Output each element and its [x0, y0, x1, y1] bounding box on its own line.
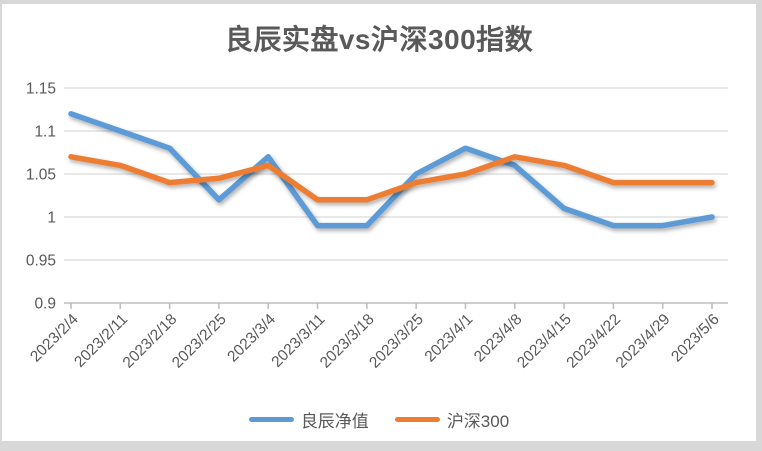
legend-item-series-2: 沪深300: [394, 407, 510, 432]
legend-item-series-1: 良辰净值: [248, 407, 369, 432]
chart-title: 良辰实盘vs沪深300指数: [224, 24, 534, 55]
legend: 良辰净值 沪深300: [2, 405, 756, 433]
y-axis-labels-group: 1.15 1.1 1.05 1 0.95 0.9: [26, 81, 56, 313]
y-axis-label: 1.1: [34, 124, 56, 141]
series-line-1: [68, 111, 715, 229]
series-lines-group: [68, 111, 715, 229]
legend-line-swatch-blue: [248, 416, 294, 422]
x-axis-label: 2023/3/25: [366, 311, 427, 372]
axes-group: [64, 302, 728, 309]
gridlines-group: [64, 87, 728, 261]
x-axis-label: 2023/2/25: [169, 311, 230, 372]
y-axis-label: 0.9: [34, 296, 56, 313]
y-axis-label: 1.15: [26, 81, 56, 98]
y-axis-label: 0.95: [26, 253, 56, 270]
chart-container: 良辰实盘vs沪深300指数 1.15 1.1 1.05 1 0.95 0.9 2023/2…: [2, 4, 756, 441]
y-axis-label: 1.05: [26, 167, 56, 184]
legend-line-swatch-orange: [394, 416, 440, 422]
x-axis-label: 2023/4/1: [422, 311, 477, 366]
x-axis-label: 2023/5/6: [668, 311, 723, 366]
x-axis-label: 2023/4/29: [613, 311, 674, 372]
series-line-2: [68, 154, 715, 203]
legend-label: 良辰净值: [300, 411, 369, 431]
legend-label: 沪深300: [446, 411, 510, 431]
x-axis-labels-group: 2023/2/42023/2/112023/2/182023/2/252023/…: [27, 311, 723, 372]
plot-area: 1.15 1.1 1.05 1 0.95 0.9 2023/2/42023/2/11202…: [26, 81, 728, 372]
y-axis-label: 1: [47, 210, 56, 227]
